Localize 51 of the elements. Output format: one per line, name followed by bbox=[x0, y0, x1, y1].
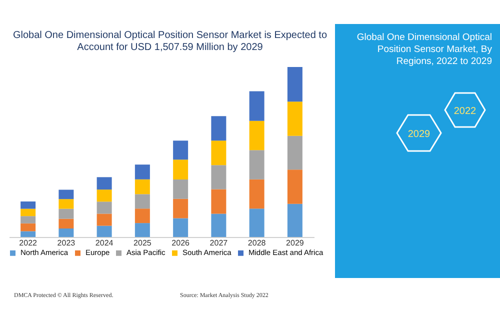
bar bbox=[58, 218, 74, 228]
x-tick-label: 2027 bbox=[210, 238, 228, 248]
bar bbox=[20, 216, 36, 224]
bar bbox=[20, 223, 36, 232]
x-tick-label: 2026 bbox=[172, 238, 190, 248]
bar bbox=[96, 190, 112, 202]
bar bbox=[249, 91, 264, 121]
x-tick-label: 2024 bbox=[95, 238, 114, 248]
bar bbox=[211, 165, 226, 190]
bar bbox=[58, 199, 74, 209]
bar bbox=[134, 194, 150, 209]
bar bbox=[211, 140, 226, 166]
bar bbox=[211, 214, 226, 237]
x-tick-label: 2028 bbox=[248, 238, 266, 248]
bar bbox=[287, 170, 302, 204]
bar bbox=[20, 231, 36, 237]
hexagon-outlines: 2022 2029 bbox=[393, 88, 488, 153]
bar bbox=[96, 202, 112, 214]
bar bbox=[96, 214, 112, 226]
bar bbox=[58, 228, 74, 237]
bar bbox=[173, 160, 188, 180]
bar bbox=[211, 189, 226, 214]
bar bbox=[134, 179, 150, 194]
text: Global One Dimensional Optical Position Sensor Market, By Regions, 2022 to 2029 bbox=[356, 32, 492, 68]
bar bbox=[20, 208, 36, 216]
bar bbox=[134, 208, 150, 224]
bar bbox=[134, 223, 150, 237]
bar bbox=[249, 208, 264, 237]
bar bbox=[173, 198, 188, 218]
bar bbox=[20, 201, 36, 209]
bar bbox=[249, 120, 264, 150]
x-tick-label: 2023 bbox=[57, 238, 76, 248]
bar bbox=[287, 136, 302, 170]
x-tick-label: 2022 bbox=[19, 238, 38, 248]
x-tick-label: 2025 bbox=[134, 238, 152, 248]
bar bbox=[134, 164, 150, 180]
bar bbox=[211, 116, 226, 141]
bar bbox=[249, 179, 264, 209]
bar bbox=[58, 208, 74, 219]
chart-title: Global One Dimensional Optical Position Sensor Market is Expected to Account for USD 1,507.59 Million by 2029 bbox=[12, 30, 328, 54]
bar bbox=[173, 218, 188, 237]
bar bbox=[173, 180, 188, 199]
x-tick-label: 2029 bbox=[286, 238, 304, 248]
bar bbox=[58, 190, 74, 200]
bar bbox=[249, 150, 264, 180]
bar bbox=[287, 204, 302, 237]
bar bbox=[96, 177, 112, 190]
bar bbox=[287, 102, 302, 136]
bar bbox=[96, 226, 112, 237]
bar bbox=[173, 140, 188, 160]
bar bbox=[287, 67, 302, 102]
